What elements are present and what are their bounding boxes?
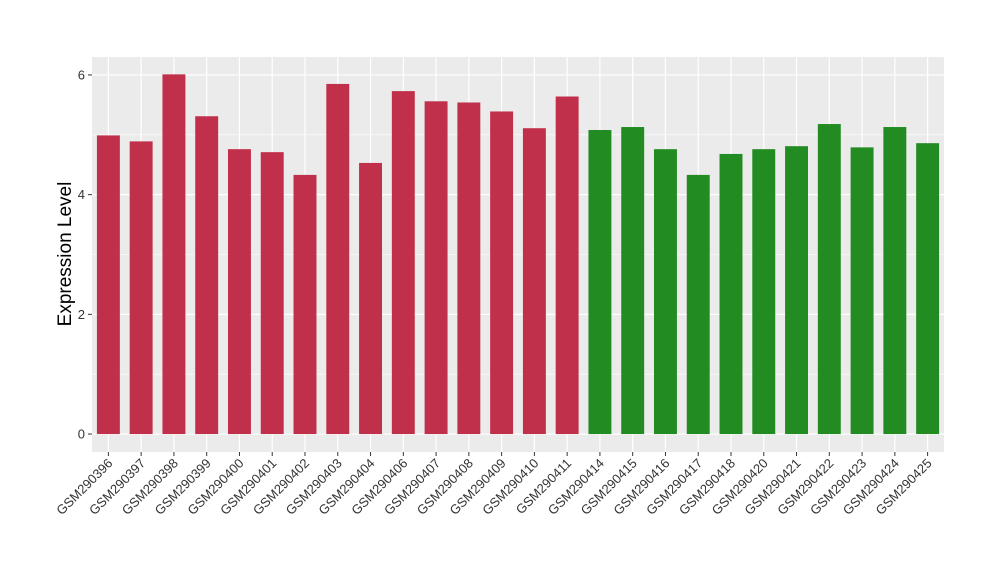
bar-GSM290408 [457, 102, 481, 435]
bar-GSM290423 [850, 147, 874, 435]
bar-GSM290398 [162, 74, 186, 435]
bar-GSM290421 [785, 146, 809, 435]
bar-GSM290416 [653, 149, 677, 435]
y-axis-title: Expression Level [55, 182, 76, 327]
bar-GSM290396 [96, 135, 120, 435]
x-axis: GSM290396GSM290397GSM290398GSM290399GSM2… [53, 452, 935, 518]
bar-GSM290406 [391, 91, 415, 435]
bar-GSM290410 [522, 128, 546, 435]
bar-GSM290399 [195, 116, 219, 435]
y-tick-label: 4 [78, 187, 85, 202]
bar-GSM290401 [260, 152, 284, 435]
bar-GSM290403 [326, 83, 350, 435]
y-tick-label: 6 [78, 67, 85, 82]
y-axis: 0 2 4 6 [78, 67, 92, 442]
bar-GSM290417 [686, 174, 710, 435]
y-tick-label: 2 [78, 307, 85, 322]
bar-GSM290418 [719, 153, 743, 435]
bar-GSM290420 [752, 149, 776, 435]
bar-GSM290404 [359, 162, 383, 435]
bar-GSM290424 [883, 127, 907, 435]
bar-GSM290397 [129, 141, 153, 435]
bar-GSM290422 [817, 124, 841, 435]
y-tick-label: 0 [78, 427, 85, 442]
bar-GSM290425 [916, 143, 940, 435]
bars [96, 74, 940, 435]
bar-GSM290414 [588, 130, 612, 435]
bar-GSM290409 [490, 111, 514, 435]
bar-GSM290411 [555, 96, 579, 435]
bar-GSM290415 [621, 127, 645, 435]
bar-GSM290407 [424, 101, 448, 435]
bar-GSM290400 [227, 149, 251, 435]
bar-GSM290402 [293, 174, 317, 435]
